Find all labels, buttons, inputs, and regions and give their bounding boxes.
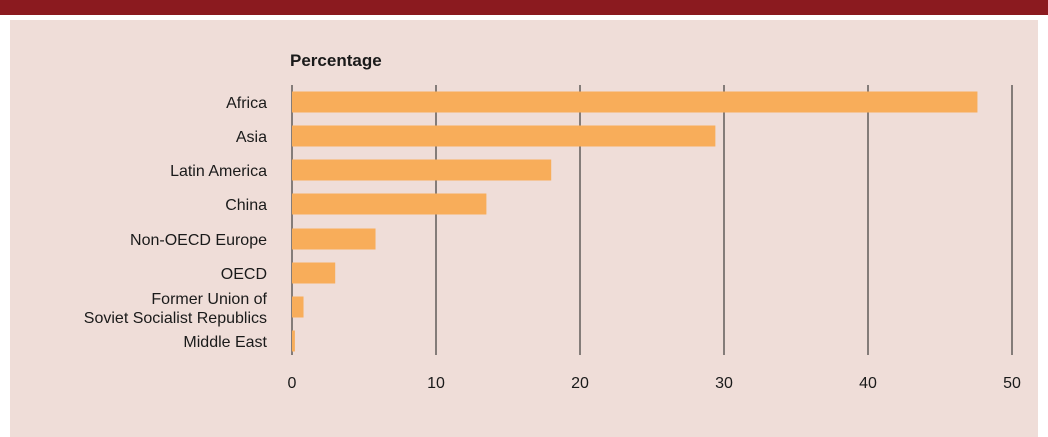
category-label-4: Non-OECD Europe bbox=[130, 232, 267, 249]
bar-6 bbox=[292, 296, 304, 318]
x-tick-label-40: 40 bbox=[859, 375, 877, 392]
category-label-5: OECD bbox=[221, 266, 267, 283]
bar-1 bbox=[292, 125, 716, 147]
bar-7 bbox=[292, 330, 295, 352]
chart-panel bbox=[10, 20, 1038, 437]
category-label-7: Middle East bbox=[183, 334, 267, 351]
bars bbox=[292, 91, 978, 352]
bar-3 bbox=[292, 193, 487, 215]
bar-4 bbox=[292, 228, 376, 250]
x-tick-label-0: 0 bbox=[288, 375, 297, 392]
tick-labels: 0 10 20 30 40 50 bbox=[288, 375, 1021, 392]
x-tick-label-20: 20 bbox=[571, 375, 589, 392]
x-tick-label-50: 50 bbox=[1003, 375, 1021, 392]
bar-0 bbox=[292, 91, 978, 113]
category-labels: Africa Asia Latin America China Non-OECD Eur… bbox=[84, 95, 268, 351]
category-label-2: Latin America bbox=[170, 163, 267, 180]
category-label-3: China bbox=[225, 197, 267, 214]
header-bar bbox=[0, 0, 1048, 15]
bar-2 bbox=[292, 159, 552, 181]
chart-unit-label: Percentage bbox=[290, 51, 382, 70]
category-label-0: Africa bbox=[226, 95, 267, 112]
category-label-6: Former Union of Soviet Socialist Republic… bbox=[84, 291, 268, 327]
bar-5 bbox=[292, 262, 336, 284]
x-tick-label-10: 10 bbox=[427, 375, 445, 392]
category-label-1: Asia bbox=[236, 129, 267, 146]
x-tick-label-30: 30 bbox=[715, 375, 733, 392]
